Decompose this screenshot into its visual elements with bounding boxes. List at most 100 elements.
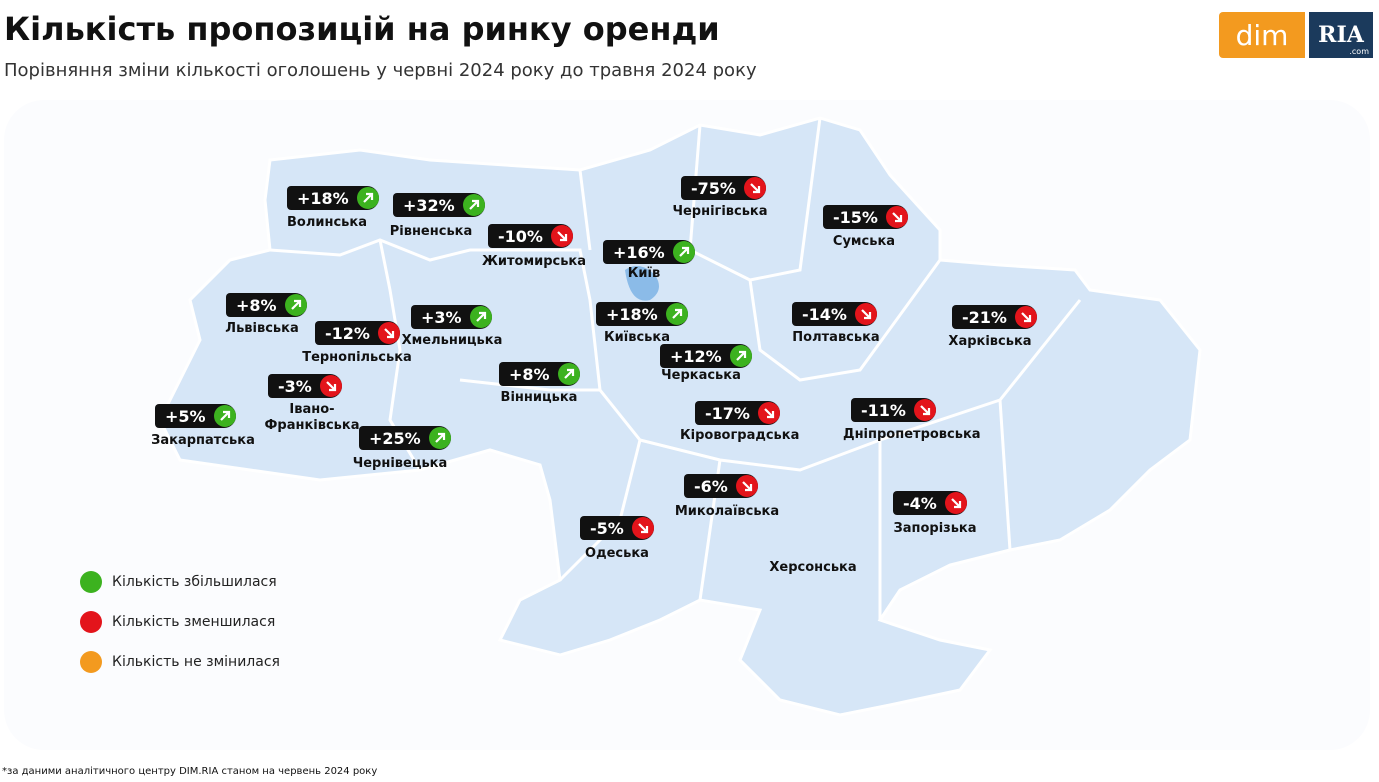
- trend-icon: [557, 363, 580, 385]
- change-text: -11%: [861, 400, 906, 420]
- change-pill: +16%: [603, 240, 695, 264]
- region-name: Вінницька: [500, 390, 578, 405]
- region-name: Черкаська: [661, 368, 741, 383]
- country-shape: [158, 116, 1202, 717]
- trend-icon: [213, 405, 236, 427]
- change-pill: -11%: [851, 398, 936, 422]
- change-text: -6%: [694, 476, 728, 496]
- change-pill: -3%: [268, 374, 342, 398]
- change-text: +25%: [369, 428, 421, 448]
- legend-item: Кількість збільшилася: [80, 571, 277, 593]
- region-name: Житомирська: [481, 254, 587, 269]
- title: Кількість пропозицій на ринку оренди: [4, 10, 720, 48]
- trend-icon: [743, 177, 766, 199]
- trend-icon: [469, 306, 492, 328]
- legend-icon: [80, 651, 102, 673]
- change-text: -75%: [691, 178, 736, 198]
- logo-ria[interactable]: RIA .com: [1309, 12, 1373, 58]
- change-pill: -15%: [823, 205, 908, 229]
- change-text: +18%: [606, 304, 658, 324]
- change-text: +32%: [403, 195, 455, 215]
- region-name: Чернівецька: [352, 456, 448, 471]
- trend-icon: [913, 399, 936, 421]
- change-pill: -6%: [684, 474, 758, 498]
- region-name: Миколаївська: [674, 504, 780, 519]
- change-text: +16%: [613, 242, 665, 262]
- footnote: *за даними аналітичного центру DIM.RIA с…: [2, 766, 378, 777]
- trend-icon: [462, 194, 485, 216]
- change-pill: +32%: [393, 193, 485, 217]
- trend-icon: [631, 517, 654, 539]
- change-text: +12%: [670, 346, 722, 366]
- trend-icon: [377, 322, 400, 344]
- trend-icon: [1014, 306, 1037, 328]
- change-text: -3%: [278, 376, 312, 396]
- kyiv-shape: [625, 266, 659, 301]
- trend-icon: [757, 402, 780, 424]
- change-pill: -17%: [695, 401, 780, 425]
- region-name: Запорізька: [893, 521, 977, 536]
- trend-icon: [854, 303, 877, 325]
- trend-icon: [885, 206, 908, 228]
- change-pill: -12%: [315, 321, 400, 345]
- legend-item: Кількість зменшилася: [80, 611, 275, 633]
- logo-ria-text: RIA: [1318, 22, 1364, 48]
- trend-icon: [672, 241, 695, 263]
- region-name: Херсонська: [769, 560, 857, 575]
- change-pill: -21%: [952, 305, 1037, 329]
- change-text: -14%: [802, 304, 847, 324]
- legend-item: Кількість не змінилася: [80, 651, 280, 673]
- change-text: +3%: [421, 307, 462, 327]
- change-pill: -75%: [681, 176, 766, 200]
- legend-label: Кількість не змінилася: [112, 654, 280, 670]
- change-pill: +5%: [155, 404, 236, 428]
- change-pill: +18%: [596, 302, 688, 326]
- trend-icon: [735, 475, 758, 497]
- region-name: Тернопільська: [302, 350, 412, 365]
- change-pill: -4%: [893, 491, 967, 515]
- change-text: -12%: [325, 323, 370, 343]
- trend-icon: [356, 187, 379, 209]
- region-name: Київ: [627, 266, 661, 281]
- change-text: -17%: [705, 403, 750, 423]
- region-name: Львівська: [225, 321, 299, 336]
- change-pill: -10%: [488, 224, 573, 248]
- region-name: Кіровоградська: [680, 428, 800, 443]
- change-text: -15%: [833, 207, 878, 227]
- change-text: +18%: [297, 188, 349, 208]
- change-pill: +12%: [660, 344, 752, 368]
- trend-icon: [428, 427, 451, 449]
- change-text: -4%: [903, 493, 937, 513]
- change-text: +8%: [236, 295, 277, 315]
- region-name: Волинська: [287, 215, 367, 230]
- legend-label: Кількість зменшилася: [112, 614, 276, 630]
- logo-dim[interactable]: dim: [1219, 12, 1305, 58]
- logo-com: .com: [1349, 47, 1369, 56]
- region-name: Рівненська: [389, 224, 473, 239]
- region-name: Одеська: [585, 546, 649, 561]
- region-name: Харківська: [948, 334, 1032, 349]
- region-name: Хмельницька: [401, 333, 503, 348]
- change-pill: +8%: [499, 362, 580, 386]
- trend-icon: [944, 492, 967, 514]
- change-pill: -5%: [580, 516, 654, 540]
- region-name: Закарпатська: [151, 433, 255, 448]
- change-pill: +25%: [359, 426, 451, 450]
- change-pill: +3%: [411, 305, 492, 329]
- legend-label: Кількість збільшилася: [112, 574, 277, 590]
- change-text: -21%: [962, 307, 1007, 327]
- trend-icon: [550, 225, 573, 247]
- region-name: Київська: [604, 330, 670, 345]
- region-name: Дніпропетровська: [843, 427, 981, 442]
- region-name: Івано-Франківська: [264, 402, 360, 433]
- change-text: +8%: [509, 364, 550, 384]
- change-text: -10%: [498, 226, 543, 246]
- legend-icon: [80, 611, 102, 633]
- legend-icon: [80, 571, 102, 593]
- change-pill: +18%: [287, 186, 379, 210]
- subtitle: Порівняння зміни кількості оголошень у ч…: [4, 60, 757, 81]
- change-text: +5%: [165, 406, 206, 426]
- change-pill: +8%: [226, 293, 307, 317]
